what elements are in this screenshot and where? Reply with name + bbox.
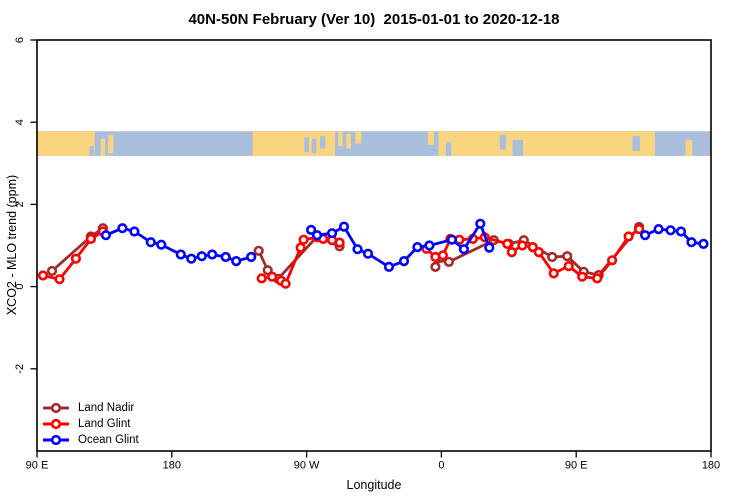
data-point-land-glint bbox=[592, 273, 603, 284]
legend: Land Nadir Land Glint Ocean Glint bbox=[42, 400, 139, 448]
data-point-land-glint bbox=[37, 270, 49, 281]
data-point-land-glint bbox=[437, 250, 449, 261]
data-point-ocean-glint bbox=[220, 251, 231, 263]
data-point-ocean-glint bbox=[175, 249, 186, 260]
x-axis-label: Longitude bbox=[346, 478, 402, 492]
data-point-ocean-glint bbox=[312, 230, 323, 241]
data-point-ocean-glint bbox=[246, 251, 257, 263]
data-point-ocean-glint bbox=[129, 226, 140, 237]
svg-text:0: 0 bbox=[14, 284, 26, 290]
data-point-ocean-glint bbox=[196, 251, 207, 262]
data-point-land-glint bbox=[256, 273, 267, 284]
svg-text:180: 180 bbox=[163, 460, 181, 472]
data-point-ocean-glint bbox=[338, 221, 350, 232]
svg-text:180: 180 bbox=[702, 460, 720, 472]
data-point-ocean-glint bbox=[207, 249, 218, 260]
svg-text:0: 0 bbox=[438, 460, 444, 472]
data-point-ocean-glint bbox=[306, 224, 317, 235]
data-point-ocean-glint bbox=[675, 226, 687, 237]
legend-label: Land Glint bbox=[78, 418, 131, 430]
data-point-ocean-glint bbox=[412, 242, 423, 253]
data-point-land-glint bbox=[563, 261, 574, 272]
data-point-ocean-glint bbox=[686, 237, 697, 248]
data-point-ocean-glint bbox=[352, 244, 363, 255]
data-point-land-nadir bbox=[262, 265, 273, 276]
data-point-ocean-glint bbox=[186, 253, 197, 264]
data-point-ocean-glint bbox=[446, 234, 458, 245]
data-point-land-glint bbox=[623, 231, 634, 242]
legend-label: Land Nadir bbox=[78, 402, 135, 414]
data-point-ocean-glint bbox=[639, 230, 651, 241]
data-point-land-glint bbox=[633, 224, 645, 235]
ocean-glint-marker-icon bbox=[43, 434, 69, 446]
svg-text:4: 4 bbox=[14, 119, 26, 125]
data-point-ocean-glint bbox=[424, 240, 435, 251]
data-point-land-glint bbox=[533, 247, 544, 258]
data-point-ocean-glint bbox=[145, 237, 156, 248]
data-point-land-nadir bbox=[547, 251, 558, 263]
data-point-ocean-glint bbox=[698, 238, 709, 249]
data-point-land-glint bbox=[280, 278, 291, 289]
land-glint-marker-icon bbox=[43, 418, 69, 430]
svg-text:90 W: 90 W bbox=[294, 460, 320, 472]
data-point-ocean-glint bbox=[398, 256, 410, 267]
data-point-land-glint bbox=[527, 242, 538, 253]
data-point-ocean-glint bbox=[231, 256, 242, 267]
chart-title: 40N-50N February (Ver 10) 2015-01-01 to … bbox=[188, 11, 560, 28]
data-point-land-nadir bbox=[443, 256, 455, 268]
data-point-ocean-glint bbox=[653, 224, 664, 235]
data-point-ocean-glint bbox=[100, 230, 111, 241]
data-point-land-glint bbox=[298, 234, 309, 245]
data-point-land-glint bbox=[502, 238, 513, 249]
data-point-ocean-glint bbox=[117, 223, 128, 234]
data-point-land-glint bbox=[606, 255, 618, 266]
legend-item-land-glint: Land Glint bbox=[42, 416, 139, 432]
data-point-ocean-glint bbox=[362, 248, 374, 259]
map-band bbox=[37, 131, 711, 156]
data-point-land-nadir bbox=[253, 245, 264, 256]
svg-text:2: 2 bbox=[14, 201, 26, 207]
data-point-land-glint bbox=[334, 237, 345, 248]
legend-item-land-nadir: Land Nadir bbox=[42, 400, 139, 416]
data-point-land-glint bbox=[517, 240, 528, 251]
data-point-land-glint bbox=[577, 271, 588, 282]
data-point-ocean-glint bbox=[383, 261, 395, 273]
data-point-ocean-glint bbox=[156, 239, 167, 250]
svg-text:90 E: 90 E bbox=[565, 460, 588, 472]
svg-text:90 E: 90 E bbox=[26, 460, 49, 472]
legend-item-ocean-glint: Ocean Glint bbox=[42, 432, 139, 448]
data-point-land-glint bbox=[267, 271, 278, 282]
svg-text:-2: -2 bbox=[14, 364, 26, 374]
land-nadir-marker-icon bbox=[43, 402, 69, 414]
data-point-ocean-glint bbox=[665, 225, 676, 236]
data-point-land-nadir bbox=[562, 251, 573, 262]
data-point-land-nadir bbox=[46, 265, 58, 277]
data-point-ocean-glint bbox=[458, 244, 470, 255]
legend-label: Ocean Glint bbox=[78, 434, 139, 446]
data-point-land-glint bbox=[548, 268, 559, 279]
data-point-land-glint bbox=[295, 242, 306, 253]
data-point-land-glint bbox=[54, 274, 65, 285]
axes: 90 E 180 90 W 0 90 E 180 -2 0 2 4 6 bbox=[14, 37, 720, 472]
data-point-land-nadir bbox=[430, 261, 441, 273]
data-point-land-glint bbox=[70, 253, 81, 264]
data-point-land-glint bbox=[506, 247, 517, 258]
data-point-ocean-glint bbox=[327, 228, 338, 239]
series-ocean-glint bbox=[100, 218, 709, 273]
data-point-land-glint bbox=[85, 233, 96, 244]
svg-text:6: 6 bbox=[14, 37, 26, 43]
data-point-ocean-glint bbox=[484, 242, 495, 253]
data-point-ocean-glint bbox=[475, 218, 486, 229]
